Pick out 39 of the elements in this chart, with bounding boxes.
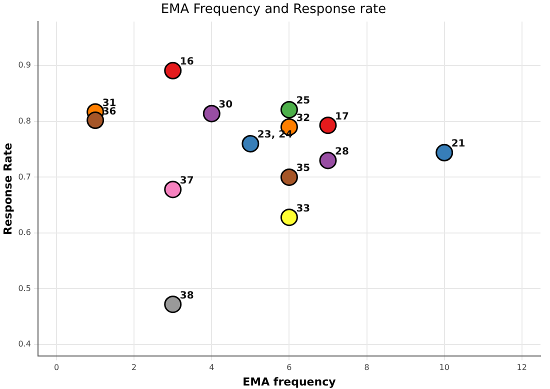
annotation: 17 [334, 111, 349, 122]
y-tick-label: 0.4 [18, 340, 31, 349]
y-tick-label: 0.8 [18, 116, 31, 126]
y-tick-label: 0.6 [18, 228, 31, 238]
annotation: 37 [180, 175, 194, 186]
point [164, 180, 182, 198]
chart-title: EMA Frequency and Response rate [160, 2, 386, 18]
point [86, 112, 104, 130]
point [436, 144, 454, 162]
y-tick-label: 0.5 [18, 284, 31, 293]
point [319, 152, 337, 170]
x-tick-label: 0 [54, 363, 60, 372]
y-tick-label: 0.7 [18, 172, 31, 182]
x-tick-label: 8 [364, 363, 370, 372]
annotation: 30 [218, 100, 233, 111]
point [280, 168, 298, 186]
annotation: 28 [334, 146, 349, 158]
y-tick-label: 0.9 [18, 60, 31, 70]
point [242, 134, 260, 152]
annotation: 16 [180, 56, 194, 68]
point [164, 62, 182, 80]
point [319, 116, 337, 134]
point [202, 104, 220, 122]
x-tick-label: 2 [132, 363, 137, 372]
point [280, 100, 298, 118]
x-tick-label: 4 [209, 363, 214, 372]
x-tick-label: 10 [439, 363, 450, 372]
x-axis-title: EMA frequency [242, 375, 336, 388]
x-tick-label: 12 [516, 363, 527, 372]
annotation: 21 [451, 138, 466, 150]
annotation: 35 [296, 163, 310, 174]
point [280, 208, 298, 226]
y-axis-title: Response Rate [1, 142, 14, 235]
annotation: 32 [296, 113, 310, 124]
point [164, 296, 182, 314]
annotation: 33 [296, 203, 310, 214]
x-tick-label: 6 [286, 363, 292, 372]
annotation: 38 [180, 290, 194, 302]
annotation: 25 [296, 96, 310, 107]
